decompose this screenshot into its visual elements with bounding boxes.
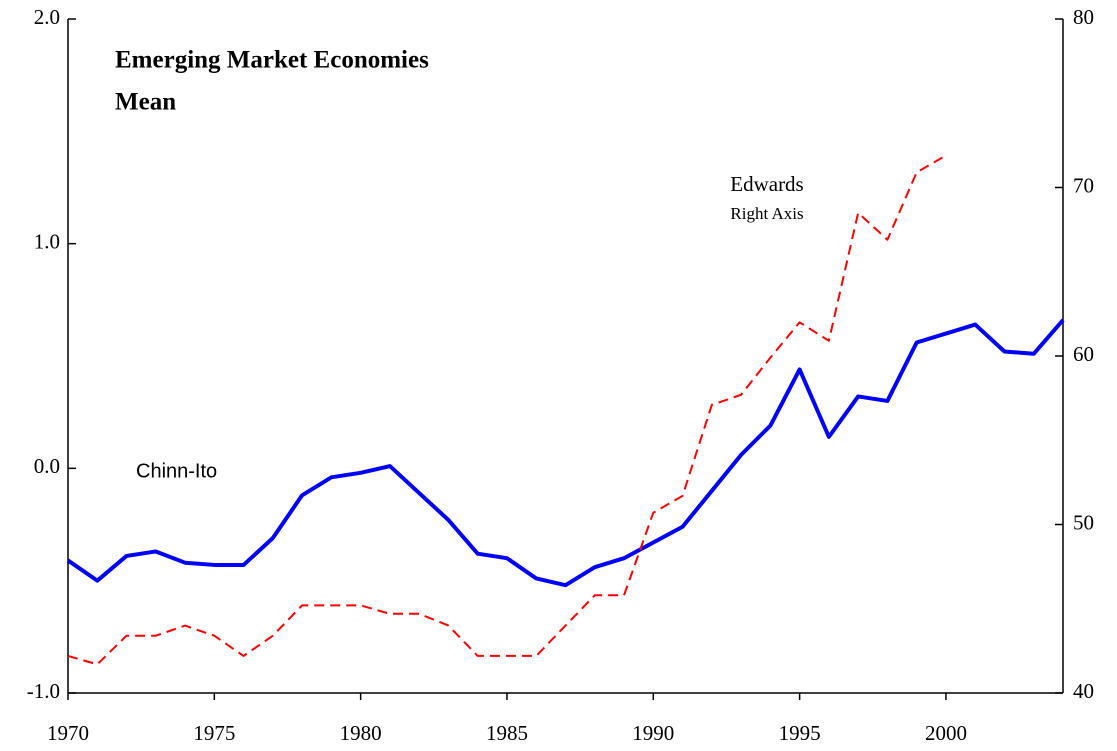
x-tick-label: 1970 — [47, 721, 89, 745]
chart-subtitle: Mean — [115, 89, 176, 116]
y-tick-label: 1.0 — [34, 229, 60, 253]
x-tick-label: 1975 — [193, 721, 235, 745]
chart-title: Emerging Market Economies — [115, 47, 429, 74]
x-tick-label: 2000 — [925, 721, 967, 745]
x-tick-label: 1995 — [779, 721, 821, 745]
y2-tick-label: 50 — [1073, 510, 1094, 534]
annotation: Edwards — [730, 172, 803, 196]
y2-tick-label: 40 — [1073, 679, 1094, 703]
series-line — [66, 318, 1065, 588]
x-tick-label: 1980 — [340, 721, 382, 745]
series-line — [67, 154, 947, 666]
y-tick-label: 0.0 — [34, 454, 60, 478]
annotation: Right Axis — [730, 204, 803, 223]
annotation: Chinn-Ito — [136, 460, 217, 482]
y-tick-label: -1.0 — [27, 679, 60, 703]
x-tick-label: 1985 — [486, 721, 528, 745]
y2-tick-label: 60 — [1073, 342, 1094, 366]
y2-tick-label: 70 — [1073, 173, 1094, 197]
y2-tick-label: 80 — [1073, 5, 1094, 29]
y-tick-label: 2.0 — [34, 5, 60, 29]
x-tick-label: 1990 — [632, 721, 674, 745]
